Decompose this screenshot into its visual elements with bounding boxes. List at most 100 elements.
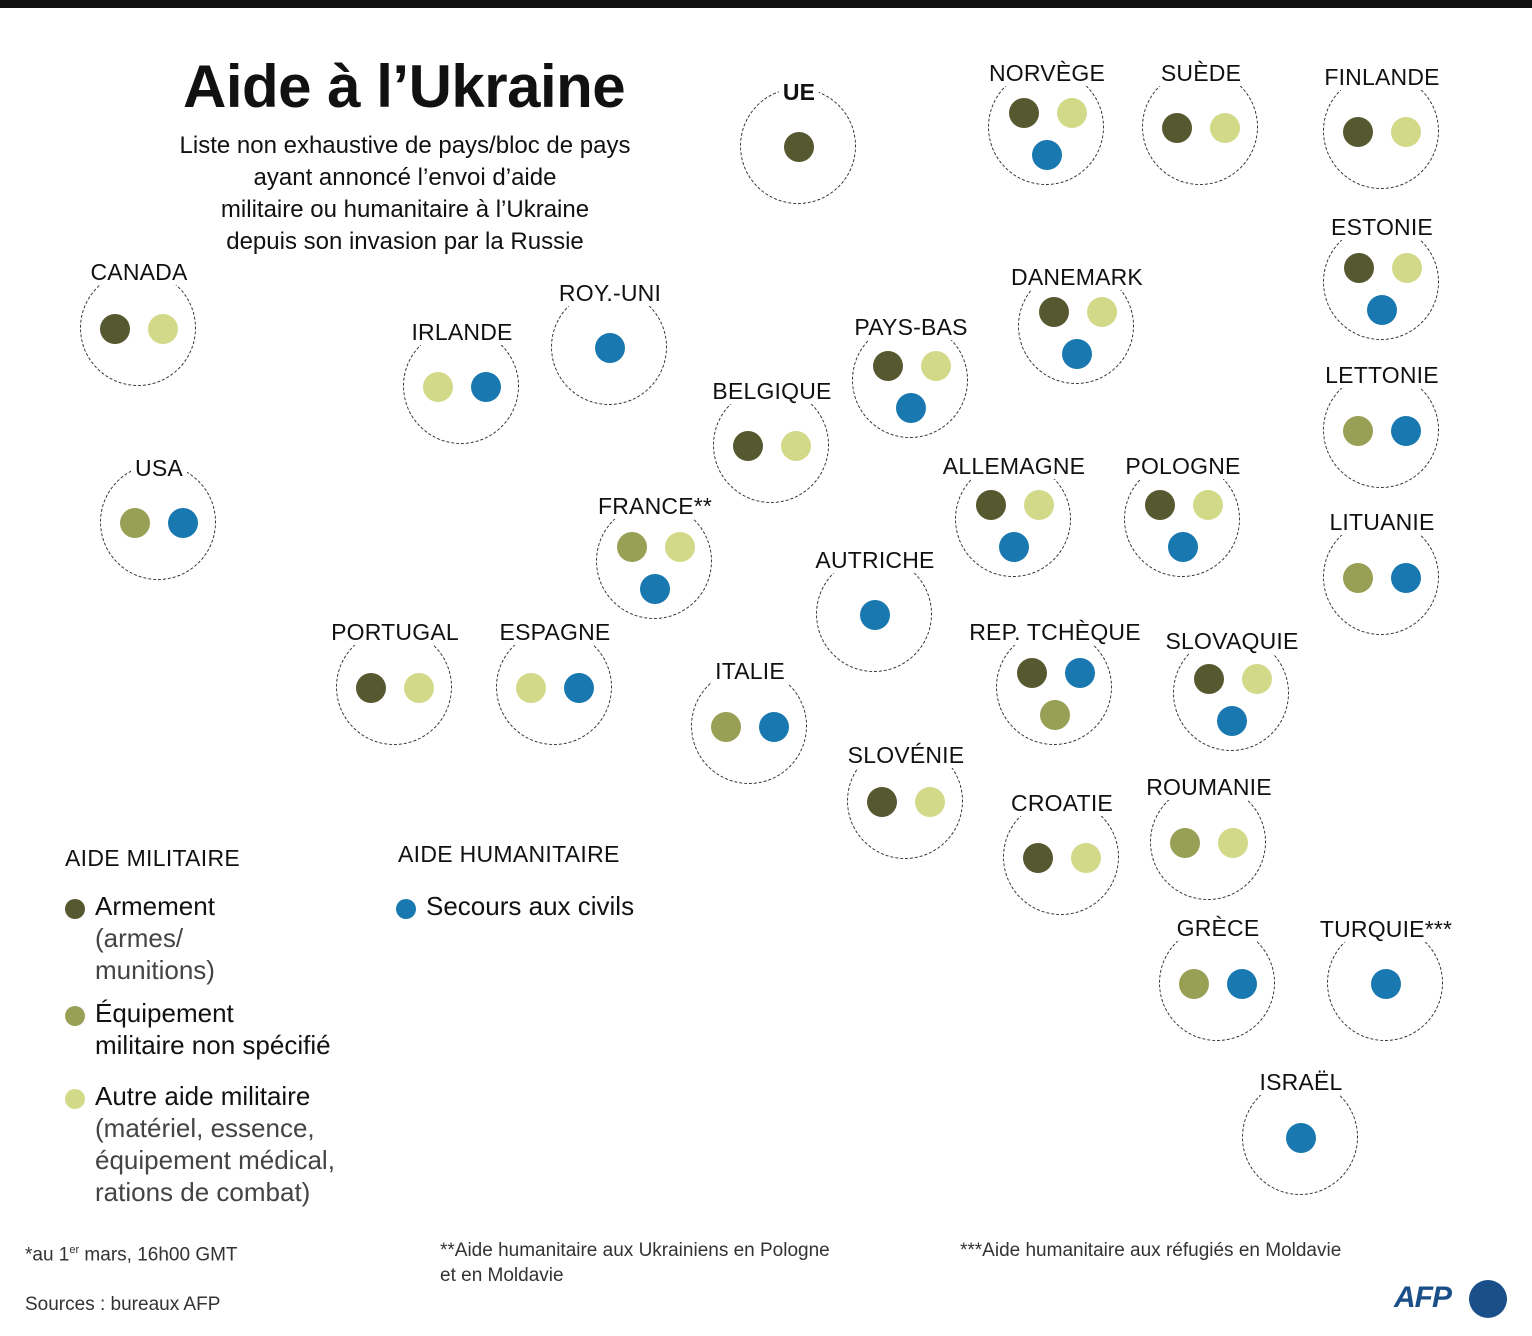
aid-dot-autre	[1392, 253, 1422, 283]
legend-sublabel: (armes/	[95, 923, 184, 953]
aid-dot-civils	[759, 712, 789, 742]
country-danemark	[1018, 268, 1134, 384]
country-lettonie	[1323, 372, 1439, 488]
aid-dot-civils	[168, 508, 198, 538]
country-label: NORVÈGE	[984, 60, 1110, 86]
aid-dot-equipement	[1179, 969, 1209, 999]
country-label: FINLANDE	[1320, 64, 1444, 90]
country-ring	[1323, 73, 1439, 189]
aid-dot-autre	[781, 431, 811, 461]
aid-dot-equipement	[1343, 416, 1373, 446]
legend-item-armement: Armement (armes/ munitions)	[65, 890, 215, 986]
aid-dot-autre	[1057, 98, 1087, 128]
country-ring	[100, 464, 216, 580]
footnote-turquie: ***Aide humanitaire aux réfugiés en Mold…	[960, 1240, 1342, 1261]
subtitle-line: depuis son invasion par la Russie	[226, 228, 584, 255]
country-ue	[740, 88, 856, 204]
subtitle-line: ayant annoncé l’envoi d’aide	[253, 164, 557, 191]
aid-dot-armement	[1039, 297, 1069, 327]
country-ring	[1159, 925, 1275, 1041]
aid-dot-armement	[1023, 843, 1053, 873]
page-title: Aide à l’Ukraine	[183, 53, 626, 120]
footnote-date-suffix: mars, 16h00 GMT	[79, 1244, 238, 1266]
aid-dot-autre	[516, 673, 546, 703]
aid-dot-autre	[1087, 297, 1117, 327]
aid-dot-civils	[860, 600, 890, 630]
country-croatie	[1003, 799, 1119, 915]
legend-item-civils: Secours aux civils	[396, 890, 635, 922]
country-ring	[336, 629, 452, 745]
country-france	[596, 503, 712, 619]
aid-dot-autre	[404, 673, 434, 703]
country-label: ESTONIE	[1327, 214, 1437, 240]
aid-dot-civils	[640, 574, 670, 604]
aid-dot-equipement	[1170, 828, 1200, 858]
footnote-date-prefix: *au 1	[25, 1244, 70, 1266]
country-label: CROATIE	[1007, 790, 1117, 816]
aid-dot-armement	[100, 314, 130, 344]
country-label: USA	[131, 455, 187, 481]
aid-dot-autre	[423, 372, 453, 402]
country-label: LETTONIE	[1321, 362, 1443, 388]
country-usa	[100, 464, 216, 580]
aid-dot-civils	[1371, 969, 1401, 999]
country-turquie	[1327, 925, 1443, 1041]
legend-label: Autre aide militaire	[95, 1081, 311, 1111]
aid-dot-armement	[1009, 98, 1039, 128]
country-belgique	[713, 387, 829, 503]
country-label: ESPAGNE	[495, 619, 615, 645]
afp-logo-text: AFP	[1394, 1281, 1452, 1314]
country-label: PAYS-BAS	[850, 314, 972, 340]
aid-dot-autre	[915, 787, 945, 817]
aid-dot-autre	[921, 351, 951, 381]
legend-dot-autre	[65, 1089, 85, 1109]
country-slovenie	[847, 743, 963, 859]
legend-label: Secours aux civils	[426, 891, 635, 921]
country-label: ITALIE	[711, 658, 789, 684]
aid-dot-armement	[1343, 117, 1373, 147]
aid-dot-autre	[1210, 113, 1240, 143]
aid-dot-autre	[1071, 843, 1101, 873]
aid-dot-autre	[1024, 490, 1054, 520]
aid-dot-civils	[595, 333, 625, 363]
aid-dot-armement	[356, 673, 386, 703]
aid-dot-autre	[1193, 490, 1223, 520]
aid-dot-armement	[1344, 253, 1374, 283]
legend-dot-civils	[396, 899, 416, 919]
afp-logo-icon	[1469, 1280, 1507, 1318]
legend-humanitarian-heading: AIDE HUMANITAIRE	[398, 841, 620, 867]
country-label: BELGIQUE	[708, 378, 836, 404]
legend-label: Armement	[95, 891, 215, 921]
aid-dot-equipement	[1343, 563, 1373, 593]
aid-dot-autre	[1391, 117, 1421, 147]
country-label: SUÈDE	[1156, 60, 1246, 86]
country-label: FRANCE**	[593, 493, 717, 519]
country-label: ISRAËL	[1255, 1069, 1347, 1095]
country-label: SLOVAQUIE	[1161, 628, 1303, 654]
aid-dot-civils	[896, 393, 926, 423]
aid-dot-equipement	[1040, 700, 1070, 730]
country-royuni	[551, 289, 667, 405]
country-slovaquie	[1173, 635, 1289, 751]
country-norvege	[988, 69, 1104, 185]
aid-dot-civils	[1168, 532, 1198, 562]
aid-dot-armement	[867, 787, 897, 817]
aid-dot-civils	[1217, 706, 1247, 736]
country-israel	[1242, 1079, 1358, 1195]
country-roumanie	[1150, 784, 1266, 900]
country-lituanie	[1323, 519, 1439, 635]
aid-dot-equipement	[617, 532, 647, 562]
country-allemagne	[955, 461, 1071, 577]
country-ring	[1003, 799, 1119, 915]
aid-dot-armement	[873, 351, 903, 381]
legend-dot-equipement	[65, 1006, 85, 1026]
country-irlande	[403, 328, 519, 444]
country-label: DANEMARK	[1007, 264, 1147, 290]
aid-dot-civils	[999, 532, 1029, 562]
country-label: UE	[778, 79, 820, 105]
aid-dot-civils	[1065, 658, 1095, 688]
subtitle: Liste non exhaustive de pays/bloc de pay…	[140, 130, 670, 258]
aid-dot-civils	[1062, 339, 1092, 369]
country-label: POLOGNE	[1121, 453, 1245, 479]
country-label: GRÈCE	[1172, 915, 1264, 941]
